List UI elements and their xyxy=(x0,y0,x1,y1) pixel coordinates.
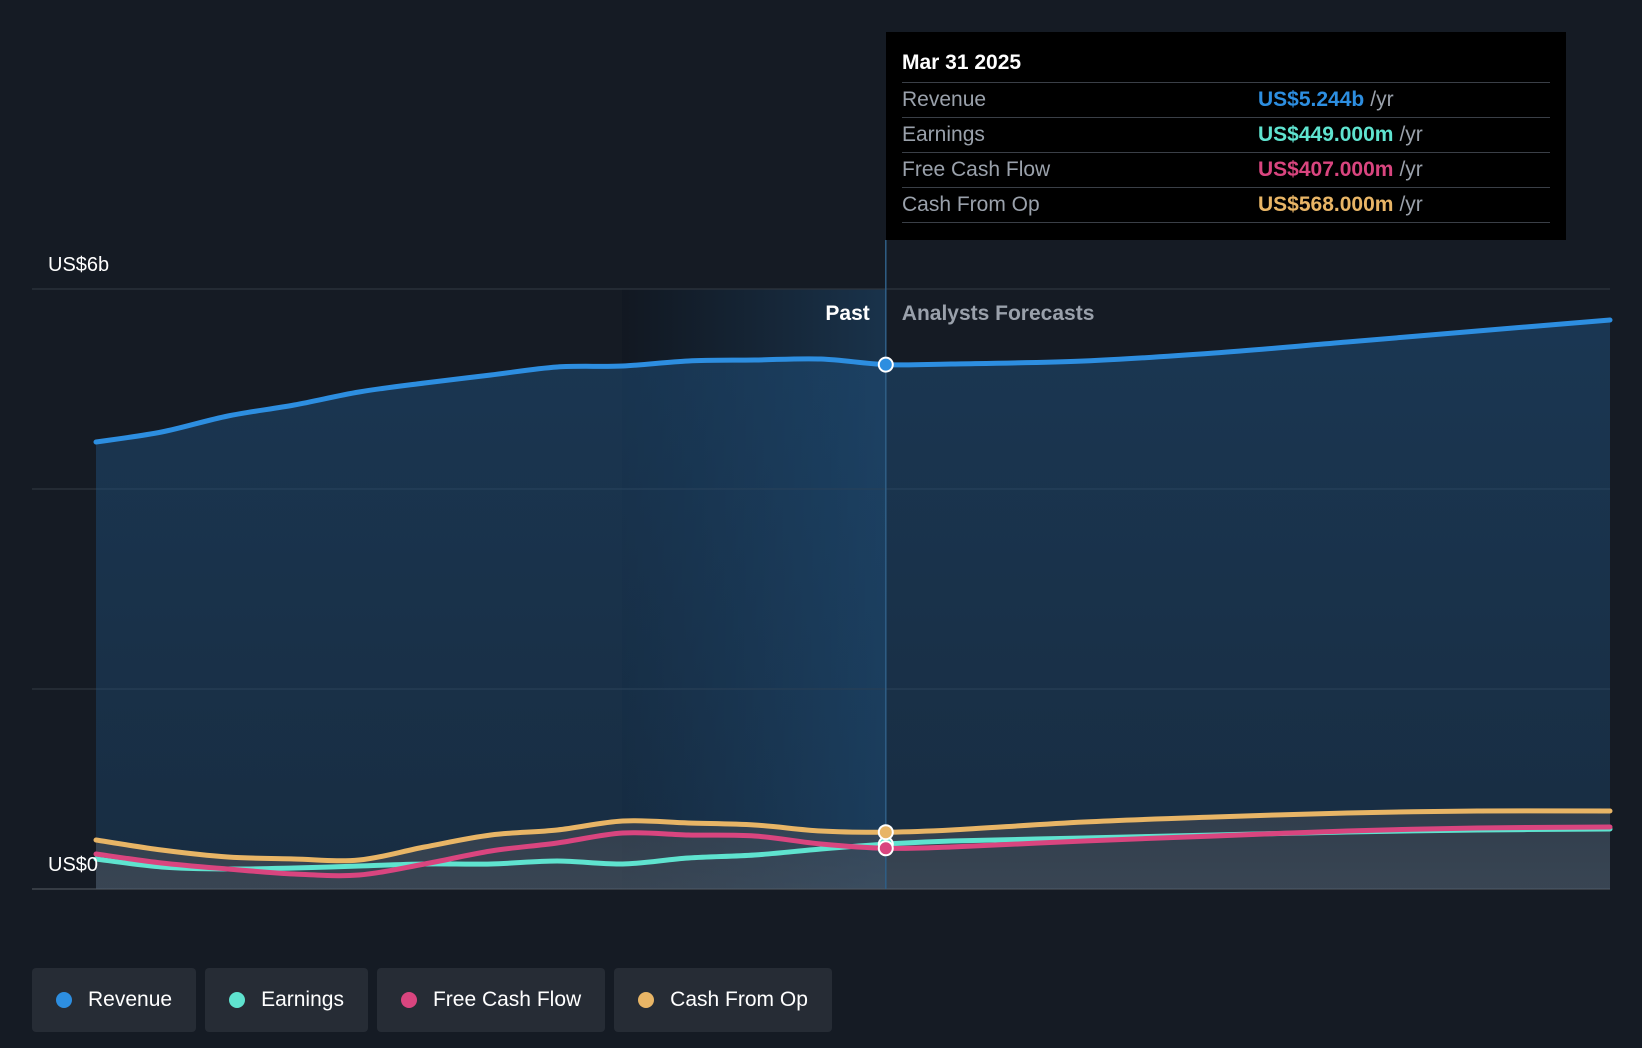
tooltip: Mar 31 2025 Revenue US$5.244b /yr Earnin… xyxy=(886,32,1566,240)
legend-label: Free Cash Flow xyxy=(432,988,582,1011)
series-lines xyxy=(93,317,1613,879)
legend-item-earnings[interactable]: Earnings xyxy=(205,968,368,1032)
tooltip-row-value: US$449.000m xyxy=(1258,123,1394,146)
legend-item-cash-from-op[interactable]: Cash From Op xyxy=(614,968,832,1032)
revenue-dot-icon xyxy=(56,992,72,1008)
tooltip-row-label: Earnings xyxy=(902,123,985,146)
free-cash-flow-line xyxy=(93,824,1613,879)
tooltip-row-revenue: Revenue US$5.244b /yr xyxy=(902,83,1550,118)
free-cash-flow-marker xyxy=(877,840,894,857)
revenue-line xyxy=(93,317,1613,445)
legend-item-free-cash-flow[interactable]: Free Cash Flow xyxy=(376,968,606,1032)
series-areas xyxy=(96,320,1610,889)
cash-from-op-line xyxy=(93,808,1613,864)
tooltip-row-label: Revenue xyxy=(902,88,987,111)
legend-label: Earnings xyxy=(261,988,344,1011)
hover-markers xyxy=(877,356,894,857)
tooltip-row-unit: /yr xyxy=(1399,193,1423,216)
revenue-marker xyxy=(877,356,894,373)
cash-from-op-area xyxy=(96,810,1610,889)
tooltip-row-free-cash-flow: Free Cash Flow US$407.000m /yr xyxy=(902,153,1550,188)
tooltip-row-unit: /yr xyxy=(1399,123,1423,146)
chart-svg: Past Analysts Forecasts US$6b US$0 20232… xyxy=(32,240,1613,890)
legend: Revenue Earnings Free Cash Flow Cash Fro… xyxy=(32,968,832,1032)
earnings-dot-icon xyxy=(229,992,246,1008)
tooltip-row-label: Cash From Op xyxy=(902,193,1040,216)
cash-from-op-marker xyxy=(877,824,894,841)
tooltip-row-value: US$5.244b xyxy=(1258,88,1365,111)
forecast-label: Analysts Forecasts xyxy=(902,302,1095,325)
tooltip-row-label: Free Cash Flow xyxy=(902,158,1051,181)
tooltip-date: Mar 31 2025 xyxy=(902,48,1550,83)
tooltip-row-unit: /yr xyxy=(1399,158,1423,181)
legend-label: Cash From Op xyxy=(670,988,808,1011)
y-axis-top-label: US$6b xyxy=(48,254,109,276)
cash-from-op-dot-icon xyxy=(638,992,655,1008)
past-label: Past xyxy=(825,302,869,325)
tooltip-row-unit: /yr xyxy=(1370,88,1394,111)
tooltip-row-value: US$568.000m xyxy=(1258,193,1394,216)
tooltip-row-cash-from-op: Cash From Op US$568.000m /yr xyxy=(902,188,1550,223)
tooltip-row-value: US$407.000m xyxy=(1258,158,1394,181)
y-axis-bottom-label: US$0 xyxy=(48,854,98,876)
legend-label: Revenue xyxy=(88,988,173,1011)
legend-item-revenue[interactable]: Revenue xyxy=(32,968,197,1032)
revenue-area xyxy=(96,320,1610,889)
tooltip-row-earnings: Earnings US$449.000m /yr xyxy=(902,118,1550,153)
free-cash-flow-dot-icon xyxy=(400,992,417,1008)
